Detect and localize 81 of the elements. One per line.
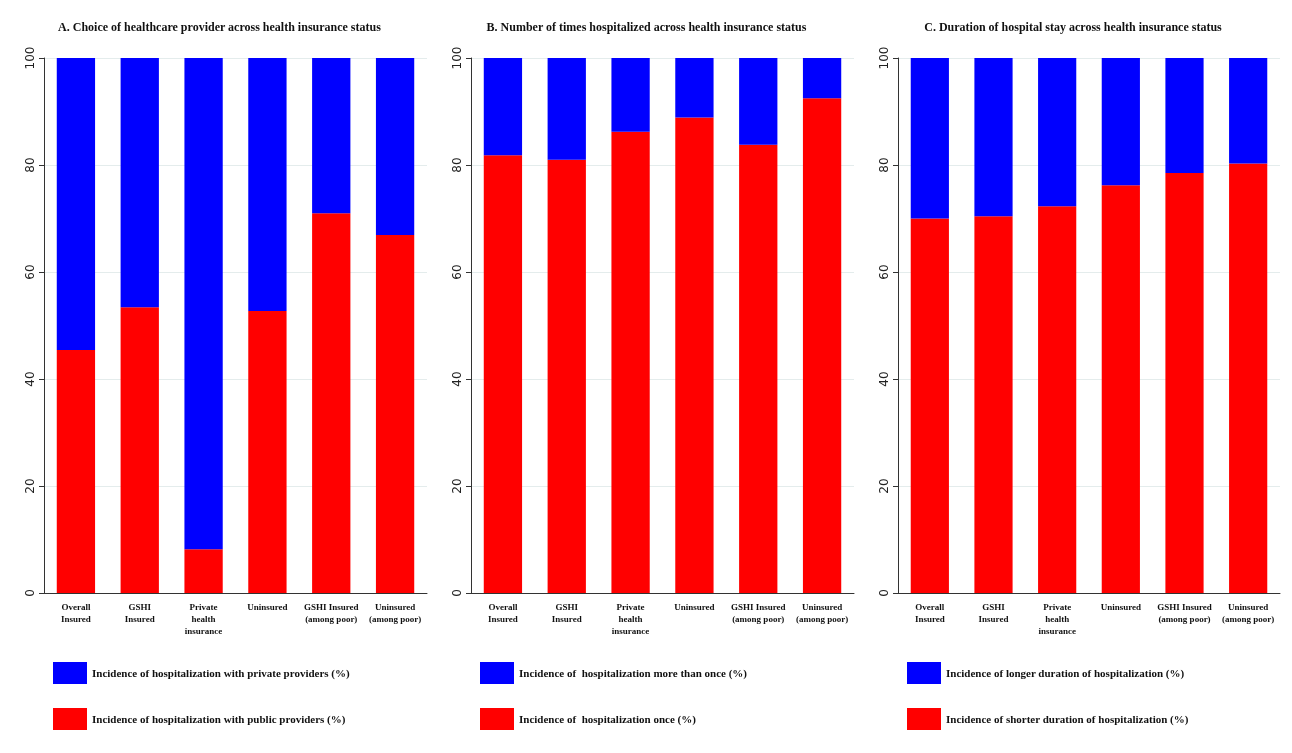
y-tick-label: 100 [877, 46, 891, 70]
y-tick-label: 20 [450, 478, 464, 494]
bar [375, 235, 415, 593]
x-tick-label: Uninsured [674, 602, 715, 612]
bar [611, 131, 650, 593]
bar [1101, 58, 1140, 186]
x-tick-label: Uninsured (among poor) [368, 602, 422, 624]
y-tick-label: 40 [450, 371, 464, 387]
chart-title: A. Choice of healthcare provider across health insurance status [58, 20, 382, 34]
x-tick-label: Uninsured (among poor) [795, 602, 849, 624]
legend-label: Incidence of shorter duration of hospitalization (%) [946, 713, 1189, 726]
bar [312, 213, 351, 593]
bar [1038, 58, 1077, 207]
y-tick-label: 0 [23, 589, 37, 597]
bar [802, 98, 842, 593]
x-tick-label: Uninsured (among poor) [1222, 602, 1275, 624]
bar [611, 58, 650, 132]
bar [974, 58, 1013, 217]
bar [974, 216, 1013, 593]
bar [375, 58, 415, 236]
y-tick-label: 20 [877, 478, 891, 494]
bar [910, 218, 949, 593]
bar [1165, 173, 1204, 593]
bar [675, 117, 714, 593]
bar [547, 58, 586, 160]
bar [1101, 185, 1140, 593]
x-tick-label: Private health insurance [611, 602, 650, 636]
y-tick-label: 0 [877, 589, 891, 597]
y-tick-label: 80 [450, 157, 464, 173]
y-tick-label: 60 [23, 264, 37, 280]
y-tick-label: 40 [877, 371, 891, 387]
bar [675, 58, 714, 118]
bar [1038, 206, 1077, 593]
x-tick-label: Private health insurance [184, 602, 223, 636]
y-tick-label: 20 [23, 478, 37, 494]
x-tick-label: GSHI Insured (among poor) [1157, 602, 1212, 624]
bar [483, 155, 523, 593]
bar [120, 307, 159, 593]
bar [56, 350, 96, 593]
x-tick-label: Overall Insured [914, 602, 945, 624]
x-tick-label: GSHI Insured [551, 602, 582, 624]
bar [910, 58, 949, 219]
y-tick-label: 40 [23, 371, 37, 387]
y-tick-label: 0 [450, 589, 464, 597]
x-tick-label: GSHI Insured [978, 602, 1009, 624]
legend-label: Incidence of hospitalization with private providers (%) [92, 667, 351, 680]
legend-label: Incidence of longer duration of hospitalization (%) [946, 667, 1185, 680]
legend-label: Incidence of hospitalization once (%) [519, 713, 697, 726]
y-tick-label: 60 [450, 264, 464, 280]
bar [1229, 163, 1268, 593]
bar [802, 58, 842, 99]
bar [312, 58, 351, 214]
x-tick-label: Uninsured [1100, 602, 1142, 612]
bar [547, 159, 586, 593]
bar [120, 58, 159, 308]
x-tick-label: GSHI Insured (among poor) [303, 602, 359, 624]
x-tick-label: Private health insurance [1038, 602, 1076, 636]
x-tick-label: GSHI Insured [124, 602, 155, 624]
bar [1165, 58, 1204, 174]
y-tick-label: 80 [877, 157, 891, 173]
bar [184, 549, 223, 593]
bar [56, 58, 96, 351]
bar [184, 58, 223, 550]
bar [739, 144, 778, 593]
x-tick-label: Overall Insured [60, 602, 91, 624]
bar [483, 58, 523, 156]
x-tick-label: Overall Insured [487, 602, 518, 624]
bar [739, 58, 778, 145]
y-tick-label: 100 [23, 46, 37, 70]
bar [1229, 58, 1268, 164]
y-tick-label: 100 [450, 46, 464, 70]
chart-title: C. Duration of hospital stay across health insurance status [924, 20, 1223, 34]
bar [248, 58, 287, 312]
y-tick-label: 80 [23, 157, 37, 173]
legend-label: Incidence of hospitalization with public providers (%) [92, 713, 346, 726]
y-tick-label: 60 [877, 264, 891, 280]
x-tick-label: Uninsured [247, 602, 288, 612]
legend-label: Incidence of hospitalization more than once (%) [519, 667, 748, 680]
chart-title: B. Number of times hospitalized across health insurance status [486, 20, 807, 34]
x-tick-label: GSHI Insured (among poor) [730, 602, 786, 624]
bar [248, 311, 287, 593]
